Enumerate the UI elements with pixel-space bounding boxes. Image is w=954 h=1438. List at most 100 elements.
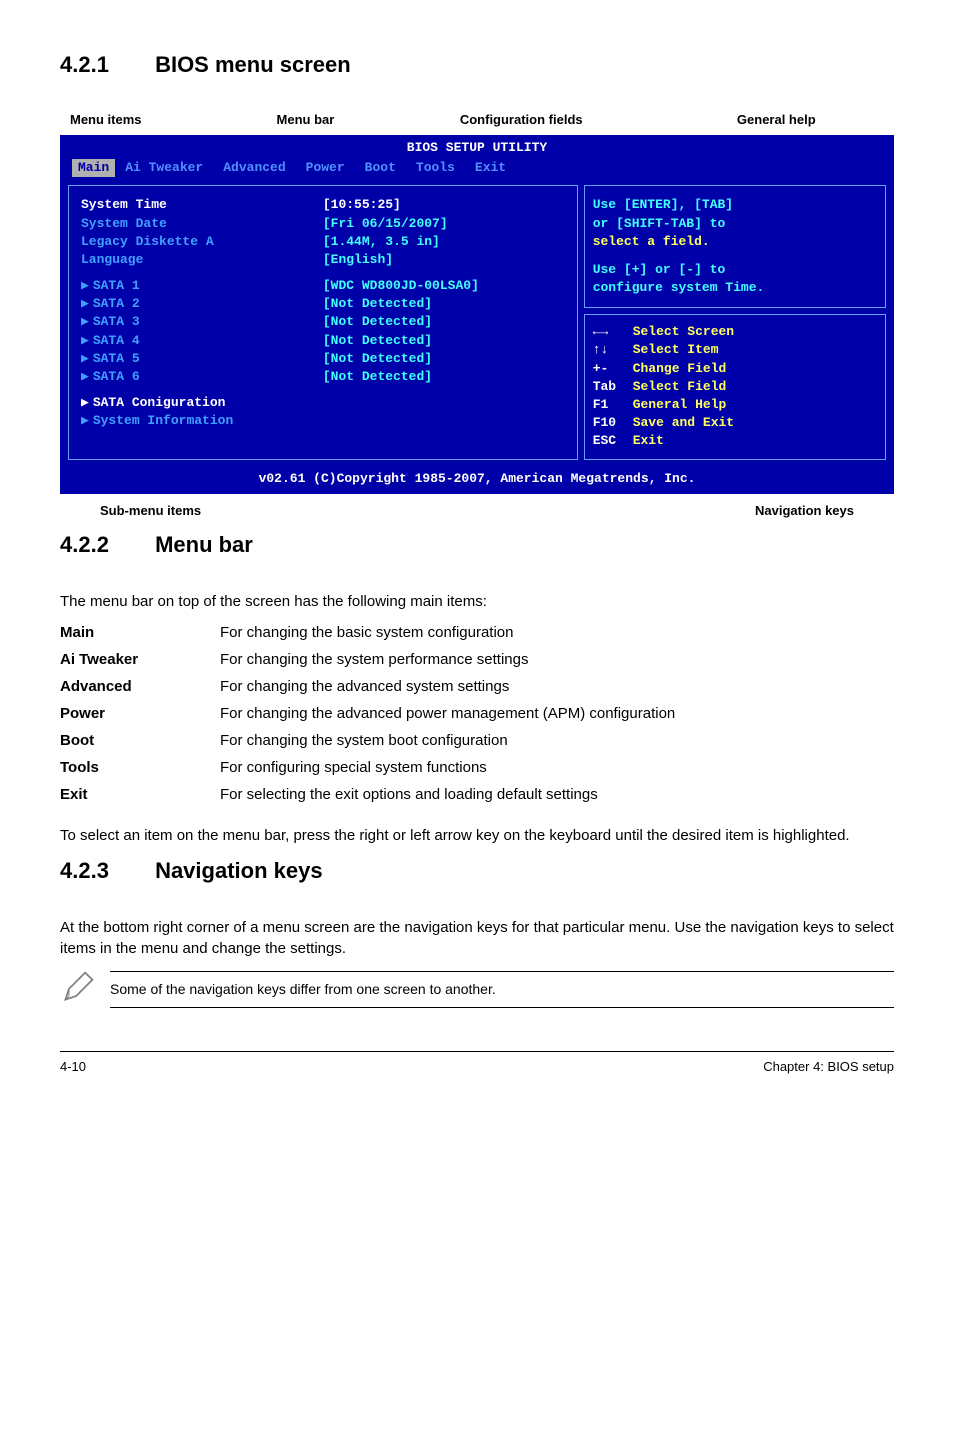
bios-value: [1.44M, 3.5 in] [323, 233, 565, 251]
bios-value: [Fri 06/15/2007] [323, 215, 565, 233]
bios-body: System Time [10:55:25] System Date [Fri … [62, 179, 892, 465]
def-row: ToolsFor configuring special system func… [60, 757, 894, 778]
bios-row-systime[interactable]: System Time [10:55:25] [81, 196, 565, 214]
def-row: BootFor changing the system boot configu… [60, 730, 894, 751]
def-val: For changing the basic system configurat… [220, 622, 894, 643]
bios-row-language[interactable]: Language [English] [81, 251, 565, 269]
nav-action: Change Field [633, 360, 727, 378]
definitions-table: MainFor changing the basic system config… [60, 622, 894, 805]
bios-row-legacy[interactable]: Legacy Diskette A [1.44M, 3.5 in] [81, 233, 565, 251]
nav-action: Save and Exit [633, 414, 734, 432]
section-title: BIOS menu screen [155, 52, 351, 77]
bios-label: SATA 5 [93, 351, 140, 366]
arrow-icon: ▶ [81, 395, 89, 410]
nav-row: F1General Help [593, 396, 877, 414]
paragraph: To select an item on the menu bar, press… [60, 825, 894, 846]
label-submenu-items: Sub-menu items [100, 502, 201, 520]
bios-label: System Time [81, 196, 323, 214]
nav-key: ←→ [593, 323, 633, 341]
arrow-icon: ▶ [81, 413, 89, 428]
def-val: For changing the system performance sett… [220, 649, 894, 670]
section-4-2-3-heading: 4.2.3 Navigation keys [60, 856, 894, 887]
paragraph: At the bottom right corner of a menu scr… [60, 917, 894, 959]
bios-label: SATA 3 [93, 314, 140, 329]
nav-action: Exit [633, 432, 664, 450]
bios-tab-tools[interactable]: Tools [406, 159, 465, 177]
def-key: Advanced [60, 676, 220, 697]
def-val: For changing the advanced system setting… [220, 676, 894, 697]
chapter-label: Chapter 4: BIOS setup [763, 1058, 894, 1076]
bios-row-sata3[interactable]: ▶SATA 3 [Not Detected] [81, 313, 565, 331]
bios-submenu-sataconfig[interactable]: ▶ SATA Coniguration [81, 394, 565, 412]
bios-label: Legacy Diskette A [81, 233, 323, 251]
bios-value: [English] [323, 251, 565, 269]
bios-submenu-sysinfo[interactable]: ▶ System Information [81, 412, 565, 430]
bios-nav-box: ←→Select Screen ↑↓Select Item +-Change F… [584, 314, 886, 459]
bios-menubar: Main Ai Tweaker Advanced Power Boot Tool… [62, 157, 892, 179]
arrow-icon: ▶ [81, 278, 89, 293]
help-line: configure system Time. [593, 279, 877, 297]
def-row: AdvancedFor changing the advanced system… [60, 676, 894, 697]
bios-value: [Not Detected] [323, 332, 565, 350]
bios-footer: v02.61 (C)Copyright 1985-2007, American … [62, 466, 892, 492]
bios-help-box: Use [ENTER], [TAB] or [SHIFT-TAB] to sel… [584, 185, 886, 308]
paragraph: The menu bar on top of the screen has th… [60, 591, 894, 612]
nav-key: ↑↓ [593, 341, 633, 359]
bios-row-sata2[interactable]: ▶ SATA 2 [Not Detected] [81, 295, 565, 313]
help-line: or [SHIFT-TAB] to [593, 215, 877, 233]
bios-tab-exit[interactable]: Exit [465, 159, 516, 177]
def-key: Tools [60, 757, 220, 778]
nav-row: ESCExit [593, 432, 877, 450]
section-4-2-1-heading: 4.2.1 BIOS menu screen [60, 50, 894, 81]
bios-label: SATA 1 [93, 278, 140, 293]
bios-tab-advanced[interactable]: Advanced [213, 159, 295, 177]
bios-row-sata1[interactable]: ▶ SATA 1 [WDC WD800JD-00LSA0] [81, 277, 565, 295]
pencil-icon [60, 969, 110, 1011]
bios-label: SATA 6 [93, 369, 140, 384]
section-number: 4.2.1 [60, 50, 109, 81]
def-key: Main [60, 622, 220, 643]
bios-label: SATA Coniguration [93, 395, 226, 410]
label-menu-items: Menu items [60, 111, 227, 129]
section-4-2-2-heading: 4.2.2 Menu bar [60, 530, 894, 561]
section-title: Menu bar [155, 532, 253, 557]
bios-row-sata5[interactable]: ▶SATA 5 [Not Detected] [81, 350, 565, 368]
arrow-icon: ▶ [81, 296, 89, 311]
arrow-icon: ▶ [81, 314, 89, 329]
nav-key: F10 [593, 414, 633, 432]
help-line: select a field. [593, 233, 877, 251]
arrow-icon: ▶ [81, 333, 89, 348]
bios-value: [Not Detected] [323, 368, 565, 386]
bios-label: System Information [93, 413, 233, 428]
nav-key: ESC [593, 432, 633, 450]
arrow-icon: ▶ [81, 351, 89, 366]
bios-labels-top: Menu items Menu bar Configuration fields… [60, 111, 894, 129]
bios-value: [WDC WD800JD-00LSA0] [323, 277, 565, 295]
bios-label: SATA 4 [93, 333, 140, 348]
bios-label: System Date [81, 215, 323, 233]
bios-label: SATA 2 [93, 296, 140, 311]
arrow-icon: ▶ [81, 369, 89, 384]
def-val: For configuring special system functions [220, 757, 894, 778]
bios-row-sata4[interactable]: ▶ SATA 4 [Not Detected] [81, 332, 565, 350]
nav-row: ←→Select Screen [593, 323, 877, 341]
bios-value: [10:55:25] [323, 196, 565, 214]
nav-row: ↑↓Select Item [593, 341, 877, 359]
section-number: 4.2.3 [60, 856, 109, 887]
page-footer: 4-10 Chapter 4: BIOS setup [60, 1051, 894, 1076]
bios-row-sata6[interactable]: ▶ SATA 6 [Not Detected] [81, 368, 565, 386]
nav-action: General Help [633, 396, 727, 414]
bios-tab-aitweaker[interactable]: Ai Tweaker [115, 159, 213, 177]
note-text: Some of the navigation keys differ from … [110, 971, 894, 1009]
nav-row: F10Save and Exit [593, 414, 877, 432]
bios-screenshot: BIOS SETUP UTILITY Main Ai Tweaker Advan… [60, 135, 894, 494]
bios-tab-power[interactable]: Power [296, 159, 355, 177]
def-row: MainFor changing the basic system config… [60, 622, 894, 643]
help-line: Use [ENTER], [TAB] [593, 196, 877, 214]
bios-tab-boot[interactable]: Boot [355, 159, 406, 177]
bios-value: [Not Detected] [323, 295, 565, 313]
def-row: Ai TweakerFor changing the system perfor… [60, 649, 894, 670]
bios-row-sysdate[interactable]: System Date [Fri 06/15/2007] [81, 215, 565, 233]
bios-label: Language [81, 251, 323, 269]
bios-tab-main[interactable]: Main [72, 159, 115, 177]
